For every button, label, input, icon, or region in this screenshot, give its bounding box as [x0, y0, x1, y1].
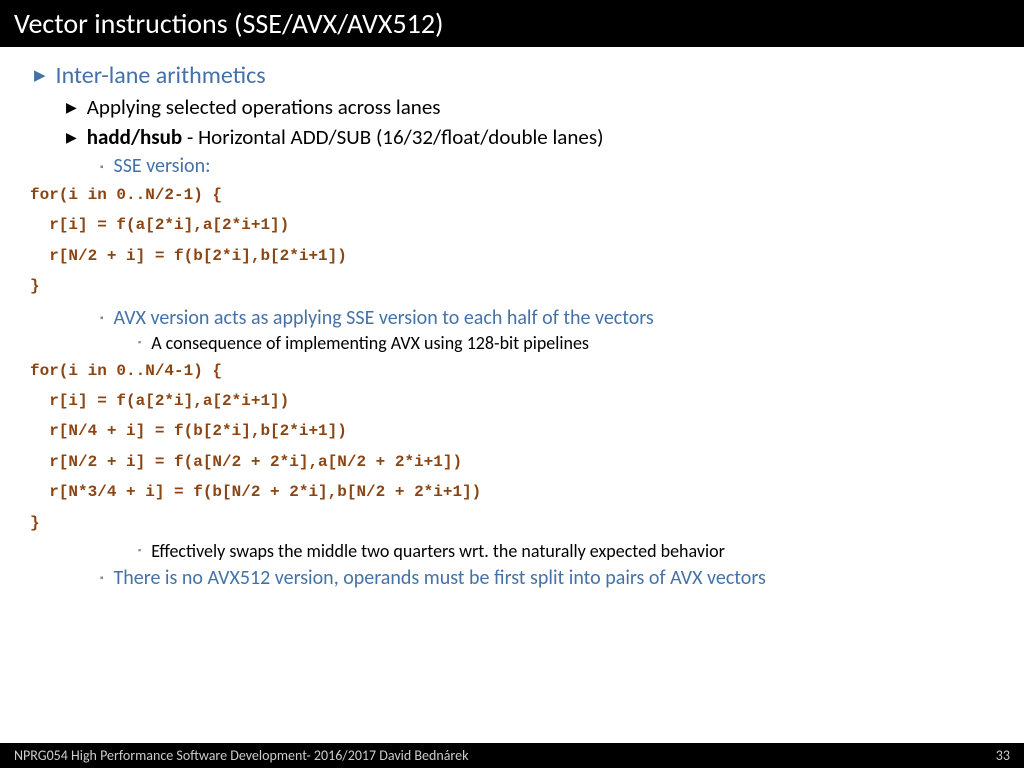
slide-title-bar: Vector instructions (SSE/AVX/AVX512): [0, 0, 1024, 47]
bullet-l3: ▪ AVX version acts as applying SSE versi…: [100, 306, 1004, 330]
bullet-l3: ▪ There is no AVX512 version, operands m…: [100, 566, 1004, 590]
slide-content: ▶ Inter-lane arithmetics ▶ Applying sele…: [0, 47, 1024, 590]
bullet-l4: ▪ A consequence of implementing AVX usin…: [138, 332, 1004, 354]
bullet-l2: ▶ hadd/hsub - Horizontal ADD/SUB (16/32/…: [66, 124, 1004, 150]
triangle-right-icon: ▶: [66, 129, 77, 146]
square-bullet-icon: ▪: [100, 160, 104, 173]
slide-footer: NPRG054 High Performance Software Develo…: [0, 743, 1024, 768]
bullet-l3-text: AVX version acts as applying SSE version…: [114, 306, 654, 330]
footer-page-number: 33: [996, 747, 1010, 764]
heading-l1: ▶ Inter-lane arithmetics: [34, 61, 1004, 90]
square-bullet-icon: ▪: [138, 545, 141, 556]
bullet-l2-text: Applying selected operations across lane…: [87, 94, 441, 120]
bullet-l4-text: Effectively swaps the middle two quarter…: [151, 540, 725, 562]
code-block-sse: for(i in 0..N/2-1) { r[i] = f(a[2*i],a[2…: [30, 180, 1004, 302]
triangle-right-icon: ▶: [66, 99, 77, 116]
bold-text: hadd/hsub: [87, 124, 182, 150]
triangle-right-icon: ▶: [34, 66, 46, 85]
bullet-l3-text: SSE version:: [114, 154, 211, 178]
square-bullet-icon: ▪: [138, 337, 141, 348]
slide-title: Vector instructions (SSE/AVX/AVX512): [14, 6, 444, 41]
bullet-l2: ▶ Applying selected operations across la…: [66, 94, 1004, 120]
heading-l1-text: Inter-lane arithmetics: [56, 61, 266, 90]
footer-course-info: NPRG054 High Performance Software Develo…: [14, 747, 468, 764]
bullet-l3-text: There is no AVX512 version, operands mus…: [114, 566, 766, 590]
code-block-avx: for(i in 0..N/4-1) { r[i] = f(a[2*i],a[2…: [30, 356, 1004, 538]
bullet-l4: ▪ Effectively swaps the middle two quart…: [138, 540, 1004, 562]
rest-text: - Horizontal ADD/SUB (16/32/float/double…: [182, 124, 603, 150]
square-bullet-icon: ▪: [100, 311, 104, 324]
bullet-l2-text: hadd/hsub - Horizontal ADD/SUB (16/32/fl…: [87, 124, 604, 150]
bullet-l4-text: A consequence of implementing AVX using …: [151, 332, 589, 354]
bullet-l3: ▪ SSE version:: [100, 154, 1004, 178]
square-bullet-icon: ▪: [100, 571, 104, 584]
